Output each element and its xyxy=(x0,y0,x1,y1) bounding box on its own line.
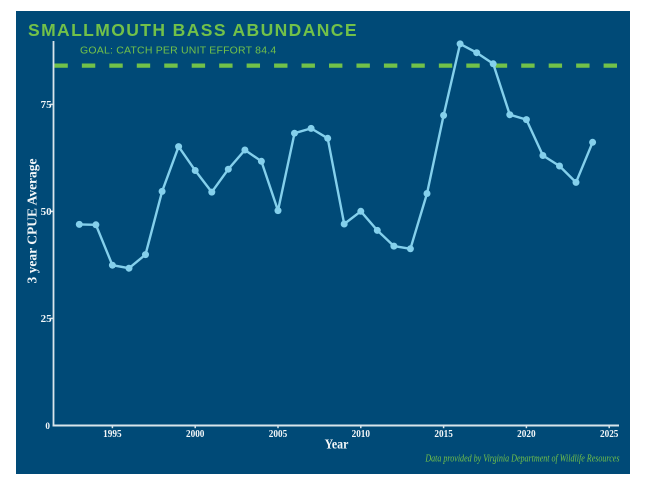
svg-text:0: 0 xyxy=(45,421,50,431)
svg-text:75: 75 xyxy=(41,99,53,111)
svg-text:25: 25 xyxy=(41,313,53,325)
svg-text:2010: 2010 xyxy=(352,428,370,440)
svg-text:Year: Year xyxy=(325,435,349,451)
svg-text:SMALLMOUTH BASS ABUNDANCE: SMALLMOUTH BASS ABUNDANCE xyxy=(28,20,358,40)
svg-text:2000: 2000 xyxy=(186,428,204,440)
svg-text:2005: 2005 xyxy=(269,428,287,440)
svg-text:1995: 1995 xyxy=(103,428,121,440)
svg-text:3 year CPUE Average: 3 year CPUE Average xyxy=(25,158,40,283)
svg-text:50: 50 xyxy=(41,206,53,218)
svg-text:Data provided by Virginia Depa: Data provided by Virginia Department of … xyxy=(424,452,619,465)
svg-text:2025: 2025 xyxy=(600,428,618,440)
svg-text:2015: 2015 xyxy=(434,428,452,440)
svg-text:GOAL: CATCH PER UNIT EFFORT 84: GOAL: CATCH PER UNIT EFFORT 84.4 xyxy=(80,45,276,57)
svg-text:2020: 2020 xyxy=(517,428,535,440)
